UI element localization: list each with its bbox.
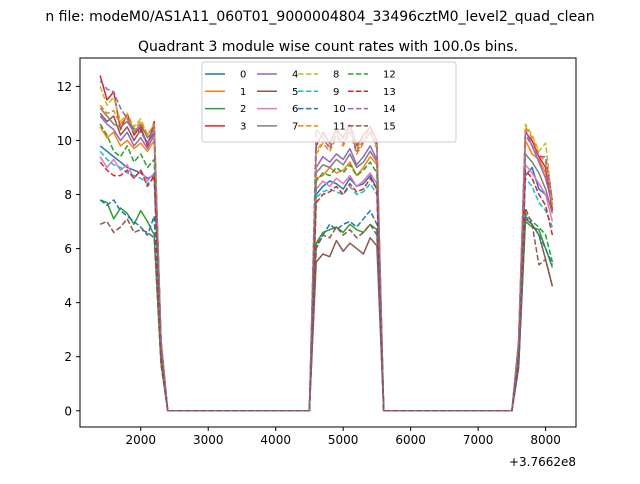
series-line-11 [99, 104, 554, 412]
y-tick-label-0: 0 [64, 404, 72, 418]
series-line-6 [99, 156, 554, 412]
legend-label-0: 0 [240, 70, 246, 81]
legend-label-6: 6 [292, 104, 298, 115]
legend-label-9: 9 [333, 87, 339, 98]
y-tick-label-8: 8 [64, 188, 72, 202]
plot-area [99, 75, 554, 412]
legend-label-8: 8 [333, 70, 339, 81]
suptitle: n file: modeM0/AS1A11_060T01_9000004804_… [45, 9, 594, 25]
legend-label-5: 5 [292, 87, 298, 98]
y-tick-label-12: 12 [57, 80, 72, 94]
legend-label-13: 13 [383, 87, 396, 98]
legend-label-3: 3 [240, 121, 246, 132]
legend-box [201, 61, 457, 143]
x-tick-label-8000: 8000 [530, 433, 561, 447]
legend-label-14: 14 [383, 104, 396, 115]
legend-label-15: 15 [383, 121, 396, 132]
series-line-13 [99, 161, 554, 412]
axes-frame [79, 57, 577, 428]
series-line-15 [99, 207, 554, 412]
x-tick-label-2000: 2000 [125, 433, 156, 447]
legend-label-1: 1 [240, 87, 246, 98]
y-tick-label-6: 6 [64, 242, 72, 256]
x-tick-label-7000: 7000 [463, 433, 494, 447]
legend-label-10: 10 [333, 104, 346, 115]
series-line-5 [99, 112, 554, 412]
legend-label-4: 4 [292, 70, 298, 81]
legend-label-7: 7 [292, 121, 298, 132]
series-line-7 [99, 107, 554, 412]
y-tick-label-2: 2 [64, 350, 72, 364]
y-tick-label-10: 10 [57, 134, 72, 148]
x-offset-label: +3.7662e8 [509, 455, 576, 469]
series-line-12 [99, 123, 554, 412]
series-line-4 [99, 115, 554, 412]
series-line-1 [99, 126, 554, 412]
x-tick-label-4000: 4000 [260, 433, 291, 447]
y-tick-label-4: 4 [64, 296, 72, 310]
series-line-2 [99, 199, 554, 412]
x-tick-label-5000: 5000 [328, 433, 359, 447]
legend-label-11: 11 [333, 121, 346, 132]
legend-label-12: 12 [383, 70, 396, 81]
legend-label-2: 2 [240, 104, 246, 115]
x-tick-label-6000: 6000 [395, 433, 426, 447]
series-line-9 [99, 150, 554, 412]
series-line-0 [99, 145, 554, 412]
x-tick-label-3000: 3000 [193, 433, 224, 447]
chart-title: Quadrant 3 module wise count rates with … [138, 39, 518, 55]
